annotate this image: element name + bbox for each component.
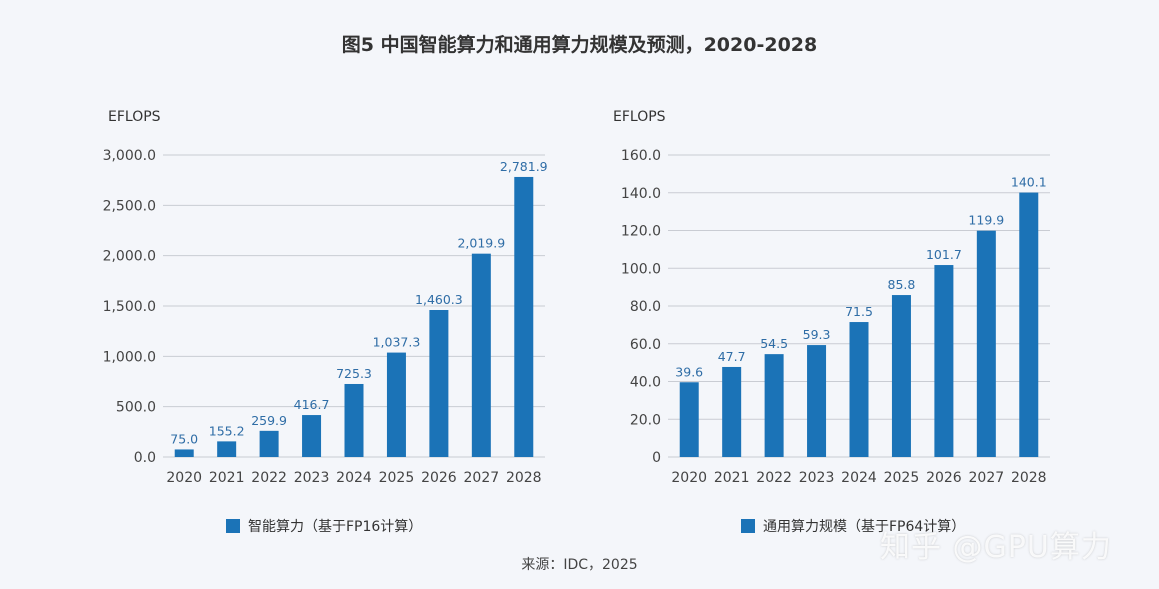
x-tick-label: 2022	[756, 470, 792, 486]
bar-2027	[471, 253, 491, 457]
bar-2025	[891, 295, 911, 457]
data-label: 140.1	[1011, 175, 1047, 190]
x-tick-label: 2023	[294, 470, 330, 486]
page-title: 图5 中国智能算力和通用算力规模及预测，2020-2028	[341, 34, 818, 56]
data-label: 101.7	[926, 247, 962, 262]
bar-2027	[976, 230, 996, 457]
x-tick-label: 2026	[421, 470, 457, 486]
data-label: 155.2	[209, 423, 245, 438]
x-tick-label: 2024	[841, 470, 877, 486]
data-label: 2,019.9	[457, 236, 505, 251]
x-tick-label: 2025	[379, 470, 415, 486]
data-label: 75.0	[170, 431, 198, 446]
data-label: 1,460.3	[415, 292, 463, 307]
y-tick-label: 0	[652, 450, 661, 466]
bar-2026	[429, 309, 449, 457]
watermark: 知乎 @GPU算力	[880, 530, 1112, 565]
y-tick-label: 160.0	[621, 148, 661, 164]
y-tick-label: 40.0	[630, 375, 661, 391]
bar-2025	[386, 352, 406, 457]
y-axis-unit-label: EFLOPS	[613, 109, 666, 125]
y-tick-label: 100.0	[621, 261, 661, 277]
legend-label: 通用算力规模（基于FP64计算）	[763, 519, 966, 535]
x-tick-label: 2020	[166, 470, 202, 486]
y-tick-label: 20.0	[630, 412, 661, 428]
legend-swatch	[741, 519, 755, 533]
data-label: 59.3	[803, 327, 831, 342]
y-axis-unit-label: EFLOPS	[108, 109, 161, 125]
legend-general-compute: 通用算力规模（基于FP64计算）	[741, 516, 965, 536]
data-label: 47.7	[718, 349, 746, 364]
data-label: 2,781.9	[500, 159, 548, 174]
data-label: 725.3	[336, 366, 372, 381]
legend-label: 智能算力（基于FP16计算）	[248, 519, 423, 535]
source-note: 来源：IDC，2025	[521, 557, 638, 573]
y-tick-label: 2,000.0	[103, 249, 156, 265]
general-compute-chart: EFLOPS 0 20.0 40.0 60.0 80.0 100.0 120.0 140.0 16…	[613, 109, 1050, 486]
x-tick-label: 2027	[464, 470, 500, 486]
x-tick-label: 2020	[671, 470, 707, 486]
x-tick-label: 2023	[799, 470, 835, 486]
data-label: 1,037.3	[373, 335, 421, 350]
x-tick-label: 2028	[506, 470, 542, 486]
y-tick-label: 2,500.0	[103, 198, 156, 214]
legend-swatch	[226, 519, 240, 533]
data-label: 119.9	[968, 213, 1004, 228]
bar-2023	[807, 345, 827, 457]
bar-2026	[934, 265, 954, 457]
bar-2028	[1019, 192, 1039, 457]
data-label: 39.6	[675, 364, 703, 379]
data-label: 54.5	[760, 336, 788, 351]
data-label: 416.7	[294, 397, 330, 412]
y-tick-label: 80.0	[630, 299, 661, 315]
y-tick-label: 1,500.0	[103, 299, 156, 315]
x-tick-label: 2022	[251, 470, 287, 486]
x-tick-label: 2021	[714, 470, 750, 486]
bar-2021	[217, 441, 237, 457]
bar-2020	[679, 382, 699, 457]
bar-2022	[764, 354, 784, 457]
x-tick-label: 2027	[969, 470, 1005, 486]
intelligent-compute-chart: EFLOPS 0.0 500.0 1,000.0 1,500.0 2,000.0 2,500…	[103, 109, 548, 486]
bar-2024	[849, 322, 869, 457]
bar-2028	[514, 176, 534, 458]
y-tick-label: 500.0	[116, 400, 156, 416]
y-tick-label: 60.0	[630, 337, 661, 353]
bar-2023	[302, 415, 322, 457]
bar-2021	[722, 366, 742, 457]
bar-2024	[344, 383, 364, 457]
x-tick-label: 2026	[926, 470, 962, 486]
legend-intelligent-compute: 智能算力（基于FP16计算）	[226, 516, 422, 536]
bar-2022	[259, 430, 279, 457]
y-tick-label: 0.0	[134, 450, 156, 466]
y-tick-label: 3,000.0	[103, 148, 156, 164]
y-tick-label: 140.0	[621, 186, 661, 202]
data-label: 85.8	[888, 277, 916, 292]
x-tick-label: 2028	[1011, 470, 1047, 486]
data-label: 71.5	[845, 304, 873, 319]
data-label: 259.9	[251, 413, 287, 428]
x-tick-label: 2025	[884, 470, 920, 486]
y-tick-label: 1,000.0	[103, 349, 156, 365]
x-tick-label: 2024	[336, 470, 372, 486]
bar-2020	[174, 449, 194, 457]
y-tick-label: 120.0	[621, 224, 661, 240]
x-tick-label: 2021	[209, 470, 245, 486]
